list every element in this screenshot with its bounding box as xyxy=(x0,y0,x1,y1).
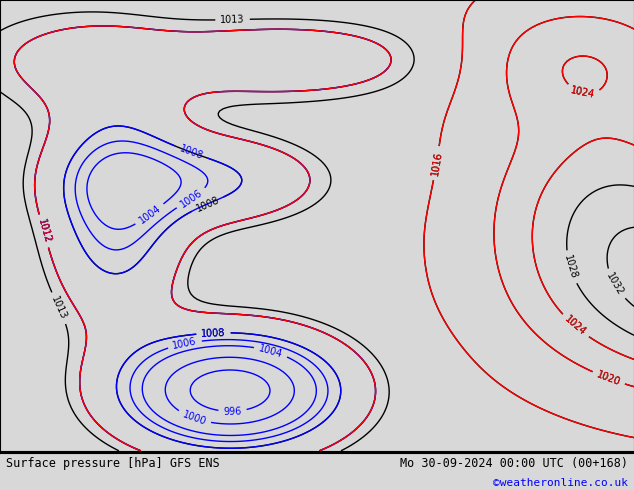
Text: 1028: 1028 xyxy=(562,254,579,280)
Text: ©weatheronline.co.uk: ©weatheronline.co.uk xyxy=(493,478,628,488)
Text: 1024: 1024 xyxy=(562,315,588,338)
Text: 1020: 1020 xyxy=(595,369,622,387)
Text: 1008: 1008 xyxy=(201,327,226,339)
Text: 1012: 1012 xyxy=(36,218,52,245)
Text: 1000: 1000 xyxy=(181,409,207,427)
Text: 1006: 1006 xyxy=(172,336,198,351)
Text: 996: 996 xyxy=(223,406,242,416)
Text: 1004: 1004 xyxy=(257,343,284,359)
Text: 1016: 1016 xyxy=(430,150,443,176)
Text: 1012: 1012 xyxy=(36,218,52,245)
Text: 1020: 1020 xyxy=(595,369,622,387)
Text: 1012: 1012 xyxy=(36,218,52,245)
Text: 1024: 1024 xyxy=(562,315,588,338)
Text: 1008: 1008 xyxy=(195,195,221,213)
Text: 1024: 1024 xyxy=(570,85,596,100)
Text: Surface pressure [hPa] GFS ENS: Surface pressure [hPa] GFS ENS xyxy=(6,457,220,469)
Text: 1006: 1006 xyxy=(178,187,204,209)
Text: 1013: 1013 xyxy=(220,14,245,25)
Text: 1004: 1004 xyxy=(137,203,162,225)
Text: 1008: 1008 xyxy=(178,143,204,161)
Text: 1013: 1013 xyxy=(49,295,68,321)
Text: Mo 30-09-2024 00:00 UTC (00+168): Mo 30-09-2024 00:00 UTC (00+168) xyxy=(399,457,628,469)
Text: 1024: 1024 xyxy=(570,85,596,100)
Text: 1008: 1008 xyxy=(201,327,226,339)
Text: 1032: 1032 xyxy=(604,271,625,297)
Text: 1016: 1016 xyxy=(430,150,443,176)
